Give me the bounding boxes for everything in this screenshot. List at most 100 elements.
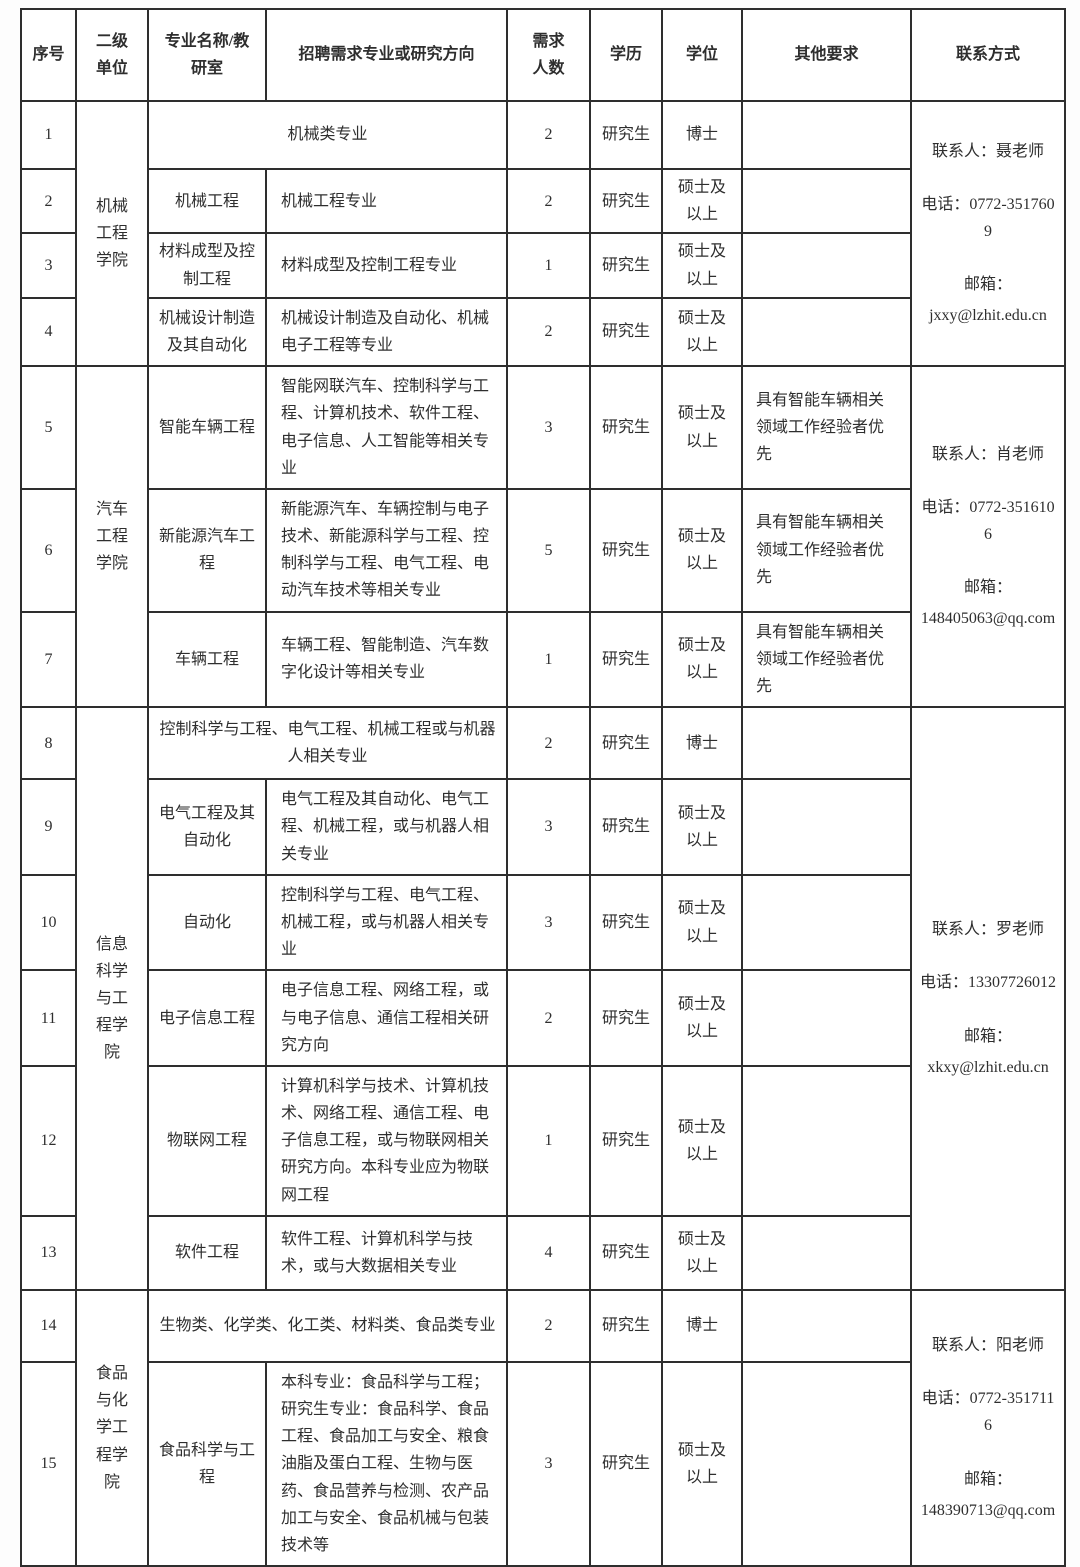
cell-major: 软件工程 xyxy=(147,1214,267,1291)
table-row: 2 机械工程 机械工程专业 2 研究生 硕士及以上 xyxy=(20,167,1065,235)
cell-count: 2 xyxy=(506,1288,591,1363)
cell-other xyxy=(741,296,912,368)
cell-degree: 硕士及以上 xyxy=(661,1214,743,1291)
contact-person: 联系人：聂老师 xyxy=(931,142,1044,160)
cell-other xyxy=(741,1288,912,1363)
cell-direction: 机械工程专业 xyxy=(265,167,508,235)
cell-major: 机械工程 xyxy=(147,167,267,235)
table-row: 7 车辆工程 车辆工程、智能制造、汽车数字化设计等相关专业 1 研究生 硕士及以… xyxy=(20,610,1065,709)
cell-direction: 软件工程、计算机科学与技术，或与大数据相关专业 xyxy=(265,1214,508,1291)
cell-education: 研究生 xyxy=(589,232,663,299)
cell-count: 3 xyxy=(506,365,591,490)
cell-no: 1 xyxy=(20,100,77,170)
cell-major: 新能源汽车工程 xyxy=(147,487,267,613)
cell-direction: 机械设计制造及自动化、机械电子工程等专业 xyxy=(265,296,508,368)
cell-other xyxy=(741,706,912,781)
cell-education: 研究生 xyxy=(589,100,663,170)
cell-education: 研究生 xyxy=(589,969,663,1067)
cell-no: 14 xyxy=(20,1288,77,1363)
cell-direction: 电气工程及其自动化、电气工程、机械工程，或与机器人相关专业 xyxy=(265,778,508,876)
cell-no: 6 xyxy=(20,487,77,613)
contact-phone: 电话：0772-3516106 xyxy=(921,498,1055,544)
header-count: 需求人数 xyxy=(506,8,591,102)
cell-degree: 博士 xyxy=(661,100,743,170)
cell-no: 13 xyxy=(20,1214,77,1291)
table-row: 11 电子信息工程 电子信息工程、网络工程，或与电子信息、通信工程相关研究方向 … xyxy=(20,969,1065,1067)
contact-email-label: 邮箱： xyxy=(963,276,1012,294)
contact-email: xkxy@lzhit.edu.cn xyxy=(927,1058,1049,1076)
cell-count: 1 xyxy=(506,610,591,709)
cell-other xyxy=(741,969,912,1067)
cell-education: 研究生 xyxy=(589,365,663,490)
header-direction: 招聘需求专业或研究方向 xyxy=(265,8,508,102)
cell-education: 研究生 xyxy=(589,610,663,709)
contact-phone: 电话：13307726012 xyxy=(919,974,1056,992)
cell-other xyxy=(741,232,912,299)
cell-major: 材料成型及控制工程 xyxy=(147,232,267,299)
table-row: 9 电气工程及其自动化 电气工程及其自动化、电气工程、机械工程，或与机器人相关专… xyxy=(20,778,1065,876)
cell-direction: 控制科学与工程、电气工程、机械工程或与机器人相关专业 xyxy=(147,706,508,781)
cell-no: 4 xyxy=(20,296,77,368)
cell-count: 2 xyxy=(506,969,591,1067)
cell-direction: 计算机科学与技术、计算机技术、网络工程、通信工程、电子信息工程，或与物联网相关研… xyxy=(265,1064,508,1217)
cell-degree: 硕士及以上 xyxy=(661,1360,743,1567)
cell-other xyxy=(741,778,912,876)
cell-no: 15 xyxy=(20,1360,77,1567)
cell-major: 电子信息工程 xyxy=(147,969,267,1067)
cell-no: 11 xyxy=(20,969,77,1067)
cell-unit: 信息科学与工程学院 xyxy=(75,706,149,1291)
cell-degree: 硕士及以上 xyxy=(661,296,743,368)
cell-direction: 车辆工程、智能制造、汽车数字化设计等相关专业 xyxy=(265,610,508,709)
recruitment-table: 序号 二级单位 专业名称/教研室 招聘需求专业或研究方向 需求人数 学历 学位 … xyxy=(20,8,1066,1567)
cell-major: 机械设计制造及其自动化 xyxy=(147,296,267,368)
cell-unit: 汽车工程学院 xyxy=(75,365,149,709)
cell-count: 1 xyxy=(506,232,591,299)
cell-degree: 硕士及以上 xyxy=(661,610,743,709)
cell-other: 具有智能车辆相关领域工作经验者优先 xyxy=(741,610,912,709)
contact-email: 148405063@qq.com xyxy=(920,610,1056,628)
contact-person: 联系人：肖老师 xyxy=(931,445,1044,463)
cell-other: 具有智能车辆相关领域工作经验者优先 xyxy=(741,487,912,613)
cell-degree: 硕士及以上 xyxy=(661,487,743,613)
header-other: 其他要求 xyxy=(741,8,912,102)
cell-no: 12 xyxy=(20,1064,77,1217)
contact-email: jxxy@lzhit.edu.cn xyxy=(929,307,1047,325)
cell-direction: 生物类、化学类、化工类、材料类、食品类专业 xyxy=(147,1288,508,1363)
table-row: 4 机械设计制造及其自动化 机械设计制造及自动化、机械电子工程等专业 2 研究生… xyxy=(20,296,1065,368)
cell-degree: 博士 xyxy=(661,1288,743,1363)
cell-degree: 硕士及以上 xyxy=(661,778,743,876)
cell-other xyxy=(741,1214,912,1291)
cell-no: 8 xyxy=(20,706,77,781)
cell-count: 3 xyxy=(506,1360,591,1567)
header-row: 序号 二级单位 专业名称/教研室 招聘需求专业或研究方向 需求人数 学历 学位 … xyxy=(20,8,1066,102)
cell-direction: 控制科学与工程、电气工程、机械工程，或与机器人相关专业 xyxy=(265,873,508,972)
contact-email-label: 邮箱： xyxy=(963,579,1012,597)
header-unit: 二级单位 xyxy=(75,8,149,102)
cell-other: 具有智能车辆相关领域工作经验者优先 xyxy=(741,365,912,490)
cell-direction: 新能源汽车、车辆控制与电子技术、新能源科学与工程、控制科学与工程、电气工程、电动… xyxy=(265,487,508,613)
cell-degree: 博士 xyxy=(661,706,743,781)
cell-count: 2 xyxy=(506,296,591,368)
cell-count: 1 xyxy=(506,1064,591,1217)
cell-no: 2 xyxy=(20,167,77,235)
cell-education: 研究生 xyxy=(589,778,663,876)
cell-other xyxy=(741,100,912,170)
cell-education: 研究生 xyxy=(589,487,663,613)
table-row: 8 信息科学与工程学院 控制科学与工程、电气工程、机械工程或与机器人相关专业 2… xyxy=(20,706,1066,1291)
cell-direction: 智能网联汽车、控制科学与工程、计算机技术、软件工程、电子信息、人工智能等相关专业 xyxy=(265,365,508,490)
cell-no: 3 xyxy=(20,232,77,299)
contact-person: 联系人：罗老师 xyxy=(931,921,1044,939)
cell-degree: 硕士及以上 xyxy=(661,232,743,299)
cell-education: 研究生 xyxy=(589,1064,663,1217)
header-degree: 学位 xyxy=(661,8,743,102)
table-row: 5 汽车工程学院 智能车辆工程 智能网联汽车、控制科学与工程、计算机技术、软件工… xyxy=(20,365,1066,709)
cell-count: 3 xyxy=(506,778,591,876)
cell-degree: 硕士及以上 xyxy=(661,1064,743,1217)
cell-major: 智能车辆工程 xyxy=(147,365,267,490)
table-row: 13 软件工程 软件工程、计算机科学与技术，或与大数据相关专业 4 研究生 硕士… xyxy=(20,1214,1065,1291)
table-row: 1 机械工程学院 机械类专业 2 研究生 博士 联系人：聂老师 电话：0772-… xyxy=(20,99,1066,368)
cell-education: 研究生 xyxy=(589,296,663,368)
cell-degree: 硕士及以上 xyxy=(661,167,743,235)
cell-unit: 食品与化学工程学院 xyxy=(75,1288,149,1567)
header-contact: 联系方式 xyxy=(910,8,1066,102)
